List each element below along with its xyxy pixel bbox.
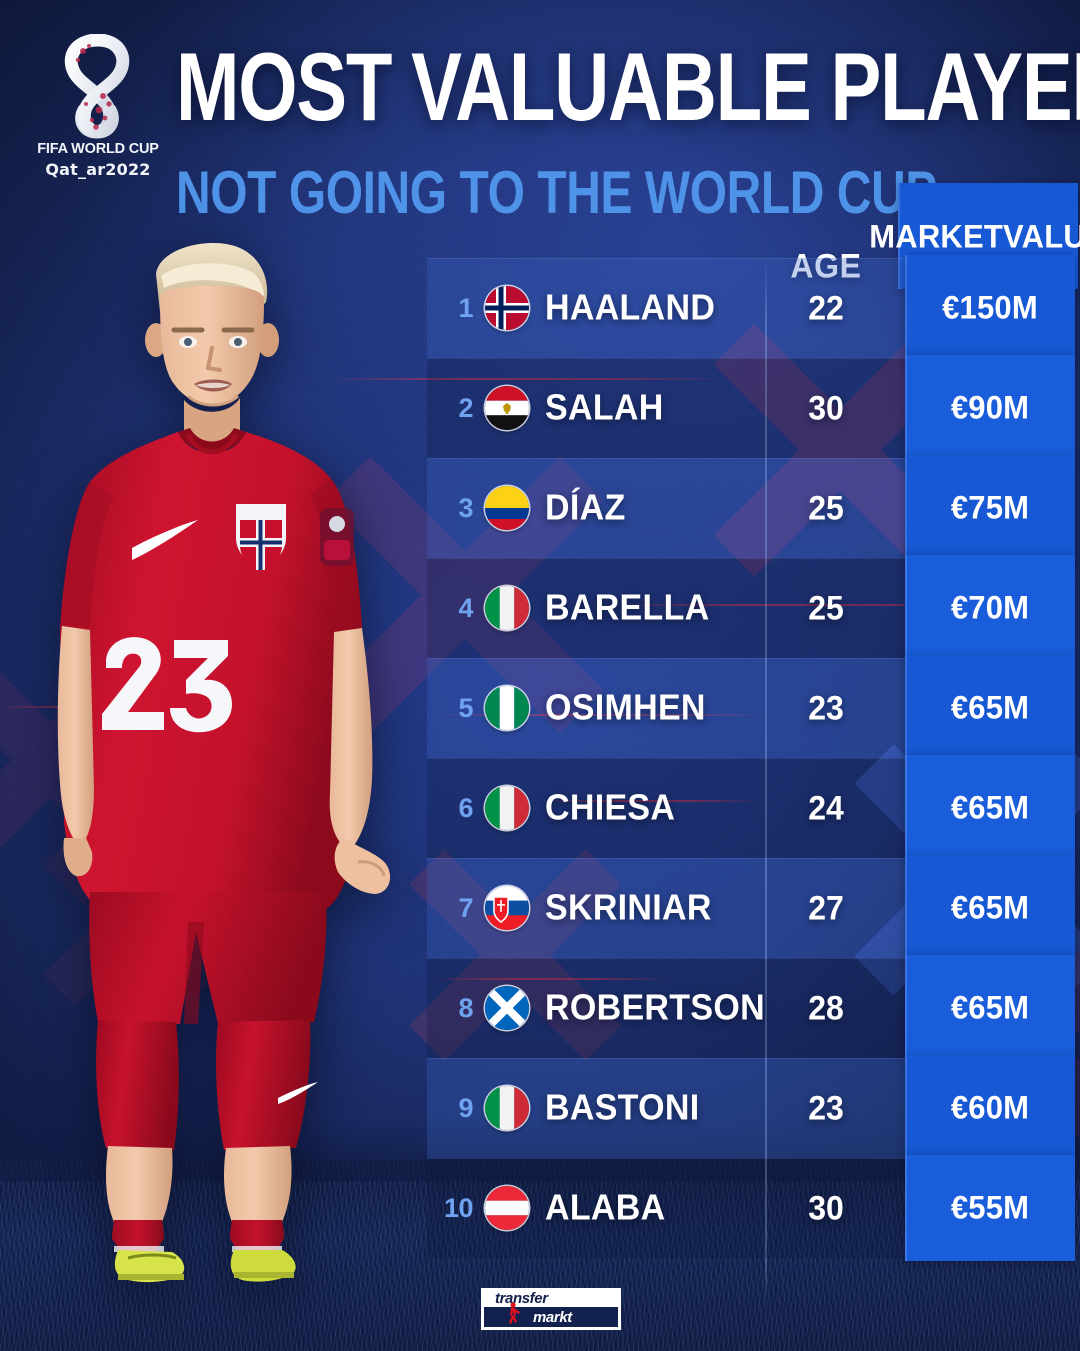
row-age: 22 [808, 288, 844, 327]
nigeria-flag-icon [485, 686, 529, 730]
italy-flag-icon [485, 1086, 529, 1130]
fifa-world-cup-logo: FIFA WORLD CUP Qat_ar2022 [32, 34, 164, 179]
row-rank: 4 [458, 592, 473, 623]
row-player-name: BASTONI [545, 1087, 700, 1128]
table-row[interactable]: 7 SKRINIAR 27 €65M [427, 855, 1075, 961]
row-market-value: €90M [905, 355, 1075, 461]
row-market-value: €65M [905, 755, 1075, 861]
row-rank: 7 [458, 892, 473, 923]
page-title: MOST VALUABLE PLAYERS [176, 32, 1080, 141]
players-table: 1 HAALAND 22 €150M 2 SALAH 30 €90M 3 DÍA… [427, 255, 1075, 1261]
row-market-value: €65M [905, 855, 1075, 961]
row-rank: 5 [458, 692, 473, 723]
row-player-name: ROBERTSON [545, 987, 765, 1028]
row-rank: 1 [458, 292, 473, 323]
row-player-name: ALABA [545, 1187, 666, 1228]
row-market-value: €75M [905, 455, 1075, 561]
column-header-market-value-line2: VALUE [1003, 217, 1080, 255]
row-rank: 8 [458, 992, 473, 1023]
title-block: MOST VALUABLE PLAYERS NOT GOING TO THE W… [176, 37, 1080, 222]
column-header-age: AGE [790, 246, 862, 285]
row-rank: 10 [443, 1192, 474, 1223]
table-row[interactable]: 1 HAALAND 22 €150M [427, 255, 1075, 361]
austria-flag-icon [485, 1186, 529, 1230]
scotland-flag-icon [485, 986, 529, 1030]
row-rank: 3 [458, 492, 473, 523]
table-row[interactable]: 3 DÍAZ 25 €75M [427, 455, 1075, 561]
world-cup-trophy-loop-icon [64, 34, 130, 139]
row-market-value: €70M [905, 555, 1075, 661]
logo-text-markt: markt [533, 1309, 572, 1326]
row-player-name: BARELLA [545, 587, 710, 628]
column-header-market-value-line1: MARKET [869, 217, 1004, 255]
row-player-name: OSIMHEN [545, 687, 706, 728]
slovakia-flag-icon [485, 886, 529, 930]
haaland-cutout-photo [28, 232, 438, 1304]
row-player-name: DÍAZ [545, 487, 626, 528]
table-row[interactable]: 10 ALABA 30 €55M [427, 1155, 1075, 1261]
row-age: 27 [808, 888, 844, 927]
row-player-name: SKRINIAR [545, 887, 712, 928]
logo-line-2: Qat_ar2022 [45, 160, 151, 179]
logo-line-1: FIFA WORLD CUP [37, 141, 159, 157]
row-rank: 2 [458, 392, 473, 423]
norway-flag-icon [485, 286, 529, 330]
row-age: 23 [808, 688, 844, 727]
row-market-value: €65M [905, 955, 1075, 1061]
row-player-name: SALAH [545, 387, 664, 428]
row-player-name: HAALAND [545, 287, 716, 328]
row-rank: 9 [458, 1092, 473, 1123]
italy-flag-icon [485, 586, 529, 630]
row-age: 28 [808, 988, 844, 1027]
colombia-flag-icon [485, 486, 529, 530]
row-rank: 6 [458, 792, 473, 823]
footballer-figure-icon [509, 1302, 520, 1324]
table-row[interactable]: 4 BARELLA 25 €70M [427, 555, 1075, 661]
row-market-value: €65M [905, 655, 1075, 761]
row-market-value: €150M [905, 255, 1075, 361]
column-divider [765, 258, 767, 1306]
row-age: 25 [808, 588, 844, 627]
table-row[interactable]: 8 ROBERTSON 28 €65M [427, 955, 1075, 1061]
table-row[interactable]: 2 SALAH 30 €90M [427, 355, 1075, 461]
table-row[interactable]: 5 OSIMHEN 23 €65M [427, 655, 1075, 761]
row-age: 24 [808, 788, 844, 827]
header: FIFA WORLD CUP Qat_ar2022 MOST VALUABLE … [0, 0, 1080, 223]
table-row[interactable]: 9 BASTONI 23 €60M [427, 1055, 1075, 1161]
italy-flag-icon [485, 786, 529, 830]
row-market-value: €55M [905, 1155, 1075, 1261]
player-illustration [57, 243, 391, 1283]
row-market-value: €60M [905, 1055, 1075, 1161]
row-age: 25 [808, 488, 844, 527]
page-subtitle: NOT GOING TO THE WORLD CUP [176, 158, 937, 226]
table-row[interactable]: 6 CHIESA 24 €65M [427, 755, 1075, 861]
row-age: 23 [808, 1088, 844, 1127]
row-player-name: CHIESA [545, 787, 676, 828]
row-age: 30 [808, 388, 844, 427]
row-age: 30 [808, 1188, 844, 1227]
logo-top-bar [484, 1291, 618, 1307]
egypt-flag-icon [485, 386, 529, 430]
transfermarkt-logo[interactable]: transfer markt [481, 1288, 621, 1330]
logo-text-transfer: transfer [495, 1290, 548, 1307]
